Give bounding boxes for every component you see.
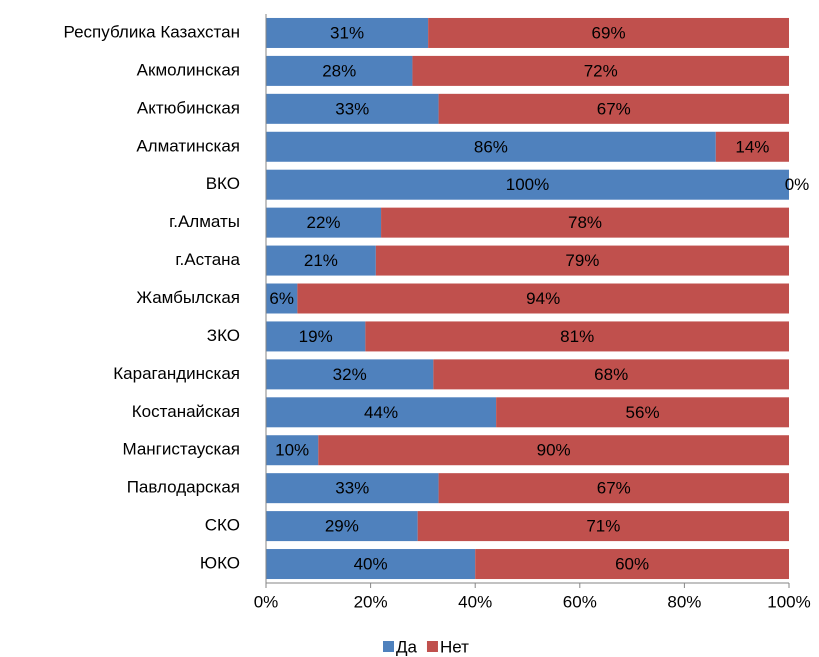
- y-tick-label: Павлодарская: [127, 478, 240, 497]
- bar-segment: [266, 55, 413, 86]
- data-label: 19%: [299, 327, 333, 346]
- bar-segment: [266, 131, 716, 162]
- data-label: 44%: [364, 403, 398, 422]
- x-tick-label: 20%: [354, 592, 388, 611]
- bar-segment: [266, 359, 434, 390]
- bar-segment: [438, 93, 789, 124]
- bar-segment: [318, 435, 789, 466]
- y-tick-label: Актюбинская: [137, 98, 240, 117]
- bar-segment: [266, 549, 476, 580]
- x-tick-label: 0%: [254, 592, 279, 611]
- bar-segment: [475, 549, 789, 580]
- data-label: 29%: [325, 517, 359, 536]
- data-label: 28%: [322, 61, 356, 80]
- data-label: 33%: [335, 479, 369, 498]
- legend-label: Нет: [440, 637, 469, 656]
- bar-segment: [433, 359, 789, 390]
- data-label: 0%: [785, 175, 810, 194]
- bar-segment: [266, 473, 439, 504]
- y-tick-label: г.Астана: [175, 250, 240, 269]
- data-label: 90%: [537, 441, 571, 460]
- x-tick-label: 40%: [458, 592, 492, 611]
- bar-segment: [266, 93, 439, 124]
- bar-segment: [266, 169, 789, 200]
- y-tick-label: Жамбылская: [136, 288, 240, 307]
- bar-segment: [266, 435, 319, 466]
- bar-segment: [266, 321, 366, 352]
- bar-segment: [266, 511, 418, 542]
- data-label: 40%: [354, 555, 388, 574]
- data-label: 86%: [474, 137, 508, 156]
- bar-segment: [417, 511, 789, 542]
- y-tick-label: СКО: [205, 516, 240, 535]
- data-label: 81%: [560, 327, 594, 346]
- bar-segment: [266, 245, 376, 276]
- bar-segment: [715, 131, 789, 162]
- data-label: 14%: [735, 137, 769, 156]
- y-tick-label: Карагандинская: [113, 364, 240, 383]
- bar-segment: [438, 473, 789, 504]
- data-label: 69%: [592, 23, 626, 42]
- x-tick-label: 100%: [767, 592, 810, 611]
- x-tick-label: 60%: [563, 592, 597, 611]
- x-tick-label: 80%: [667, 592, 701, 611]
- bar-segment: [365, 321, 789, 352]
- bar-segment: [375, 245, 789, 276]
- y-tick-label: ВКО: [206, 174, 240, 193]
- legend-label: Да: [396, 637, 418, 656]
- bar-segment: [266, 207, 382, 238]
- y-tick-label: Акмолинская: [137, 60, 240, 79]
- y-tick-label: ЗКО: [207, 326, 240, 345]
- legend-swatch: [426, 641, 438, 652]
- data-label: 21%: [304, 251, 338, 270]
- data-label: 6%: [269, 289, 294, 308]
- data-label: 94%: [526, 289, 560, 308]
- bar-segment: [381, 207, 789, 238]
- data-label: 33%: [335, 99, 369, 118]
- bar-segment: [428, 17, 789, 48]
- y-tick-label: Мангистауская: [122, 440, 240, 459]
- y-tick-label: Алматинская: [136, 136, 240, 155]
- data-label: 31%: [330, 23, 364, 42]
- y-tick-label: Республика Казахстан: [64, 22, 240, 41]
- data-label: 67%: [597, 99, 631, 118]
- data-label: 71%: [586, 517, 620, 536]
- bar-segment: [266, 283, 298, 314]
- data-label: 10%: [275, 441, 309, 460]
- data-label: 56%: [626, 403, 660, 422]
- bar-segment: [412, 55, 789, 86]
- bar-segment: [266, 17, 429, 48]
- y-tick-label: ЮКО: [200, 554, 240, 573]
- y-tick-label: Костанайская: [132, 402, 240, 421]
- data-label: 72%: [584, 61, 618, 80]
- bar-segment: [297, 283, 789, 314]
- bar-segment: [266, 397, 497, 428]
- legend-swatch: [383, 641, 394, 652]
- data-label: 68%: [594, 365, 628, 384]
- data-label: 22%: [307, 213, 341, 232]
- data-label: 100%: [506, 175, 549, 194]
- data-label: 79%: [565, 251, 599, 270]
- data-label: 67%: [597, 479, 631, 498]
- y-tick-label: г.Алматы: [169, 212, 240, 231]
- data-label: 60%: [615, 555, 649, 574]
- data-label: 32%: [333, 365, 367, 384]
- data-label: 78%: [568, 213, 602, 232]
- bar-segment: [496, 397, 789, 428]
